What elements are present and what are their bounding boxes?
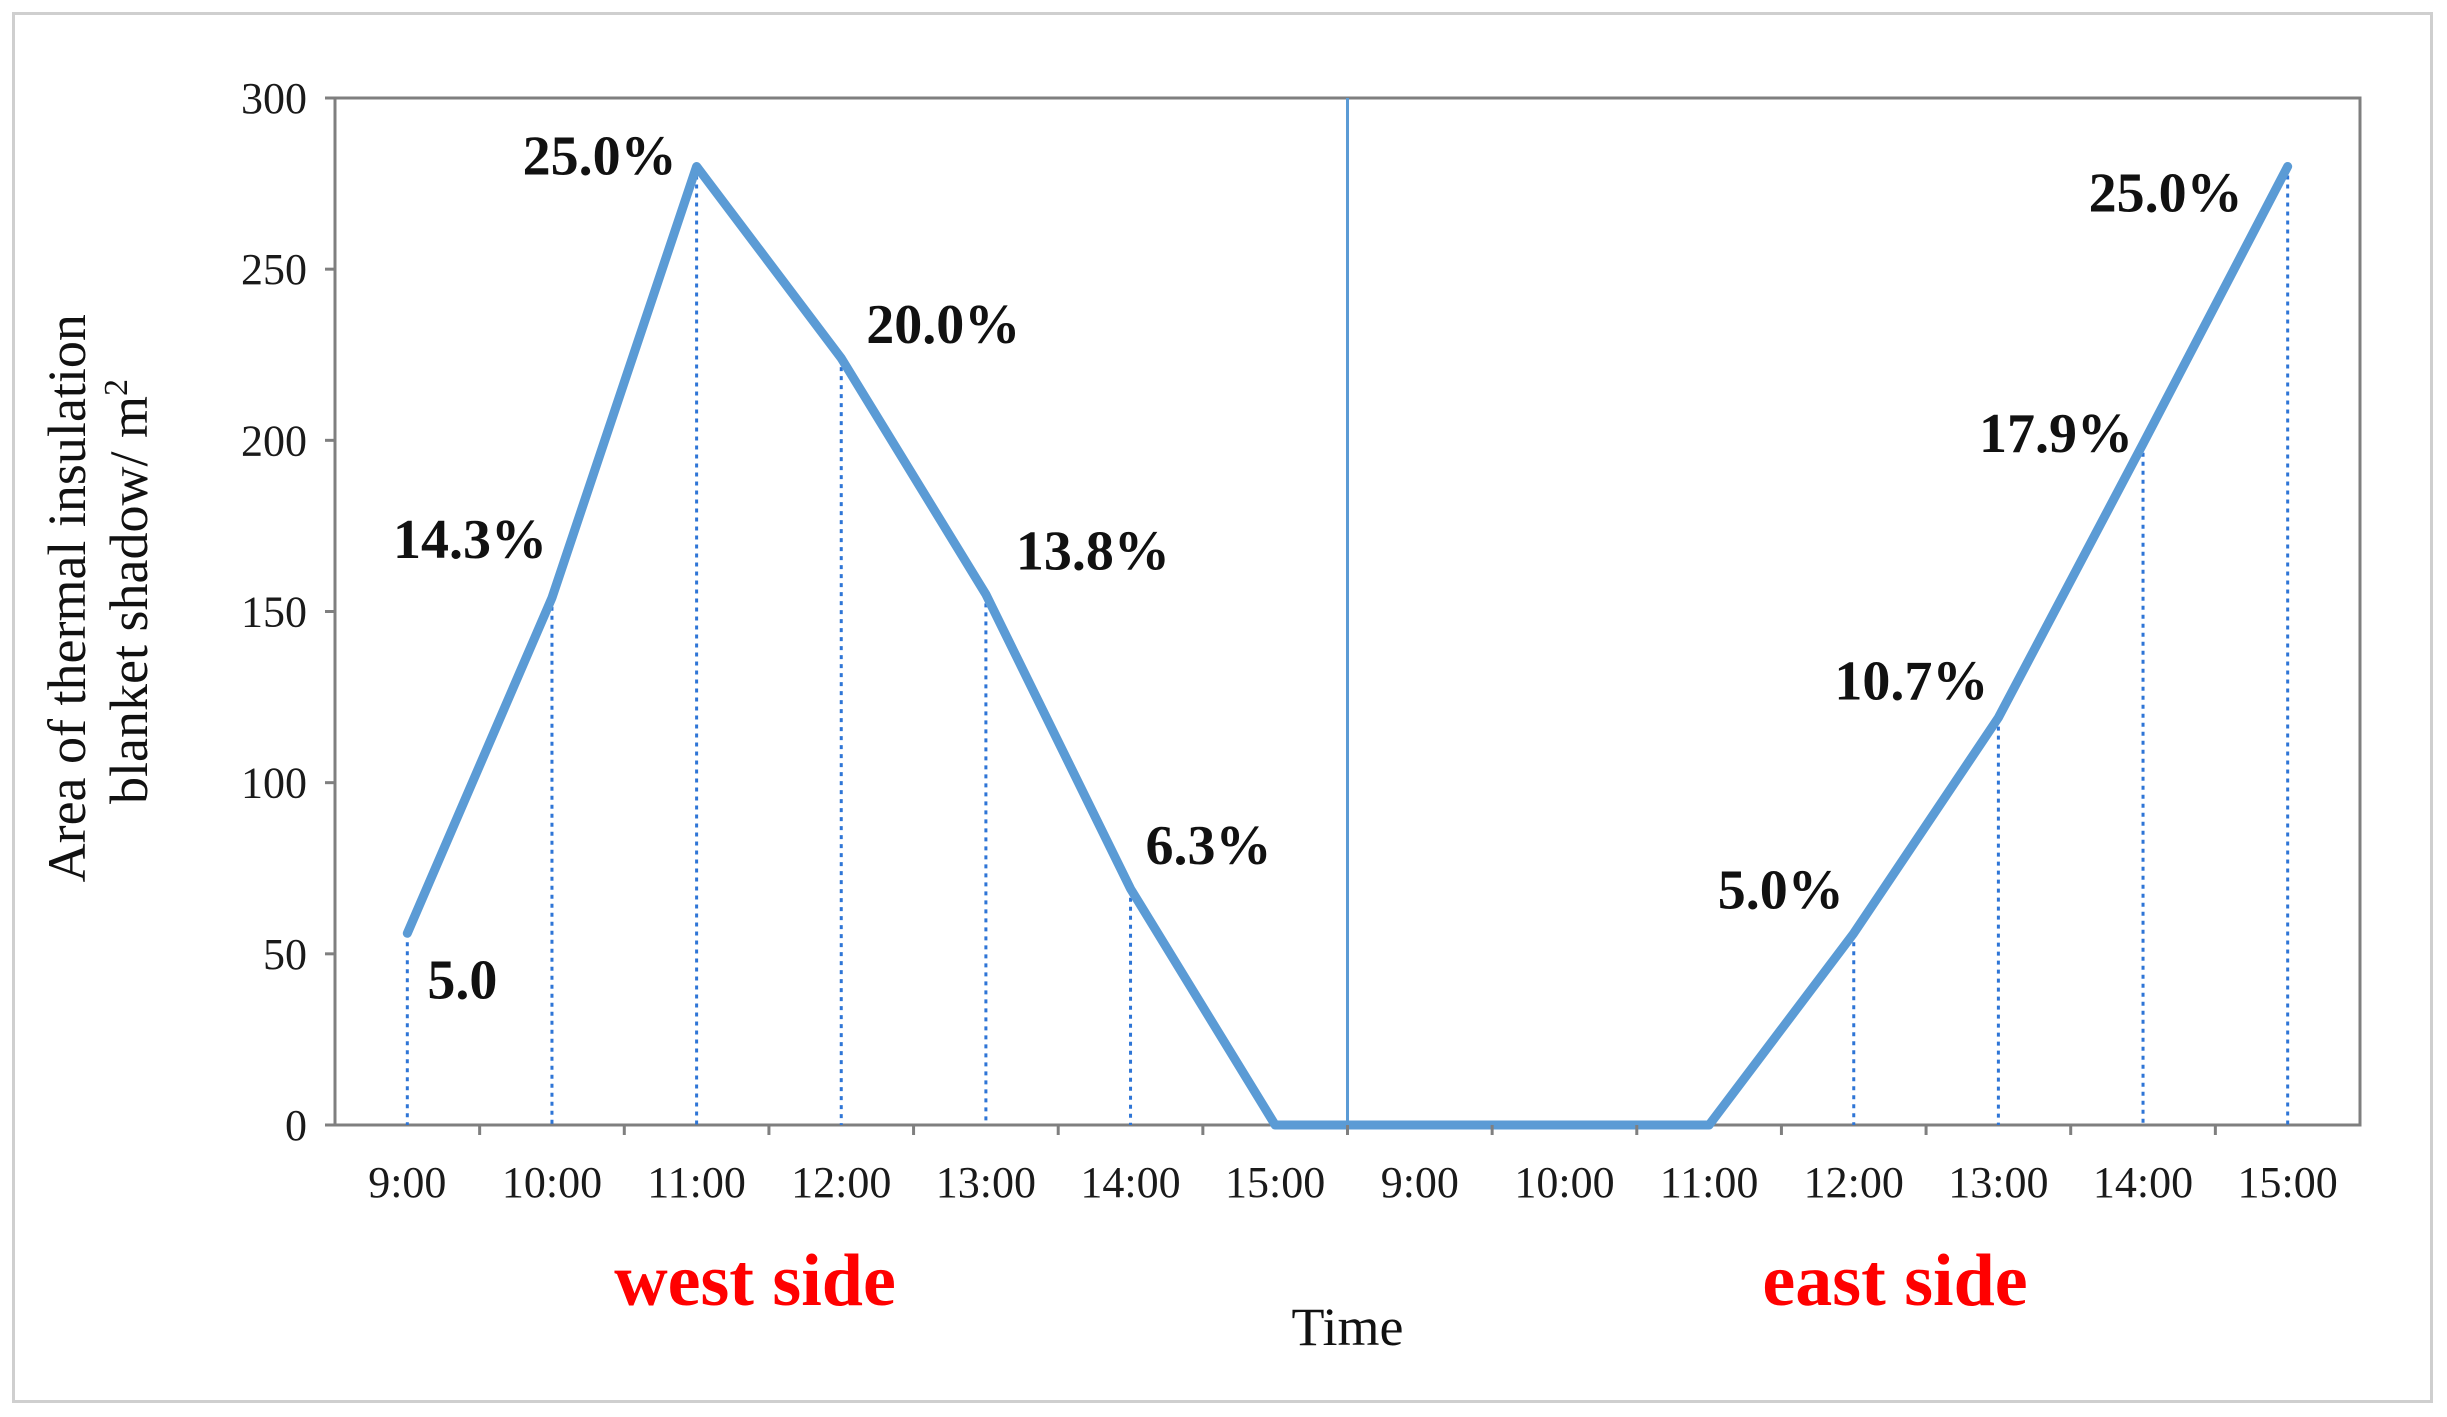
data-label: 20.0% <box>866 294 1020 356</box>
y-tick-label: 150 <box>241 588 307 637</box>
data-label: 13.8% <box>1016 520 1170 582</box>
data-label: 25.0% <box>2089 162 2243 224</box>
y-tick-label: 100 <box>241 759 307 808</box>
x-tick-label: 12:00 <box>1804 1158 1904 1207</box>
data-label: 10.7% <box>1834 651 1988 713</box>
x-tick-label: 11:00 <box>1660 1158 1759 1207</box>
x-tick-label: 13:00 <box>936 1158 1036 1207</box>
data-label: 5.0 <box>427 949 497 1011</box>
x-tick-label: 10:00 <box>1514 1158 1614 1207</box>
y-tick-label: 0 <box>285 1101 307 1150</box>
data-labels: 5.0 14.3% 25.0% 20.0% 13.8% 6.3% 5.0% 10.7% 17.9… <box>393 125 2243 1011</box>
y-tick-label: 250 <box>241 245 307 294</box>
x-tick-label: 10:00 <box>502 1158 602 1207</box>
y-tick-label: 50 <box>263 930 307 979</box>
drop-lines <box>405 166 2290 1125</box>
data-label: 6.3% <box>1146 815 1272 877</box>
x-tick-label: 9:00 <box>368 1158 446 1207</box>
y-tick-label: 200 <box>241 416 307 465</box>
x-tick-label: 15:00 <box>2238 1158 2338 1207</box>
x-tick-label: 9:00 <box>1381 1158 1459 1207</box>
x-tick-label: 14:00 <box>1080 1158 1180 1207</box>
y-axis-title-line-1: Area of thermal insulation <box>37 314 97 882</box>
data-label: 5.0% <box>1718 859 1844 921</box>
x-tick-label: 11:00 <box>647 1158 746 1207</box>
y-axis-title-line-2: blanket shadow/ m2 <box>98 379 159 804</box>
x-tick-label: 14:00 <box>2093 1158 2193 1207</box>
y-axis-title: Area of thermal insulation blanket shado… <box>37 301 159 883</box>
y-tick-label: 300 <box>241 74 307 123</box>
y-axis-title-text: blanket shadow/ m <box>99 396 159 804</box>
x-tick-label: 12:00 <box>791 1158 891 1207</box>
data-label: 25.0% <box>523 125 677 187</box>
x-tick-label: 15:00 <box>1225 1158 1325 1207</box>
axis-ticks: 0 50 100 150 200 250 300 9:00 10:00 11:00 12:00 13:… <box>241 74 2338 1207</box>
x-axis-title: Time <box>1291 1297 1403 1357</box>
data-label: 17.9% <box>1979 403 2133 465</box>
chart-frame <box>12 12 2433 1403</box>
group-label-west-side: west side <box>614 1240 896 1322</box>
data-label: 14.3% <box>393 509 547 571</box>
y-axis-title-superscript: 2 <box>98 379 135 396</box>
x-tick-label: 13:00 <box>1948 1158 2048 1207</box>
group-label-east-side: east side <box>1762 1240 2027 1322</box>
